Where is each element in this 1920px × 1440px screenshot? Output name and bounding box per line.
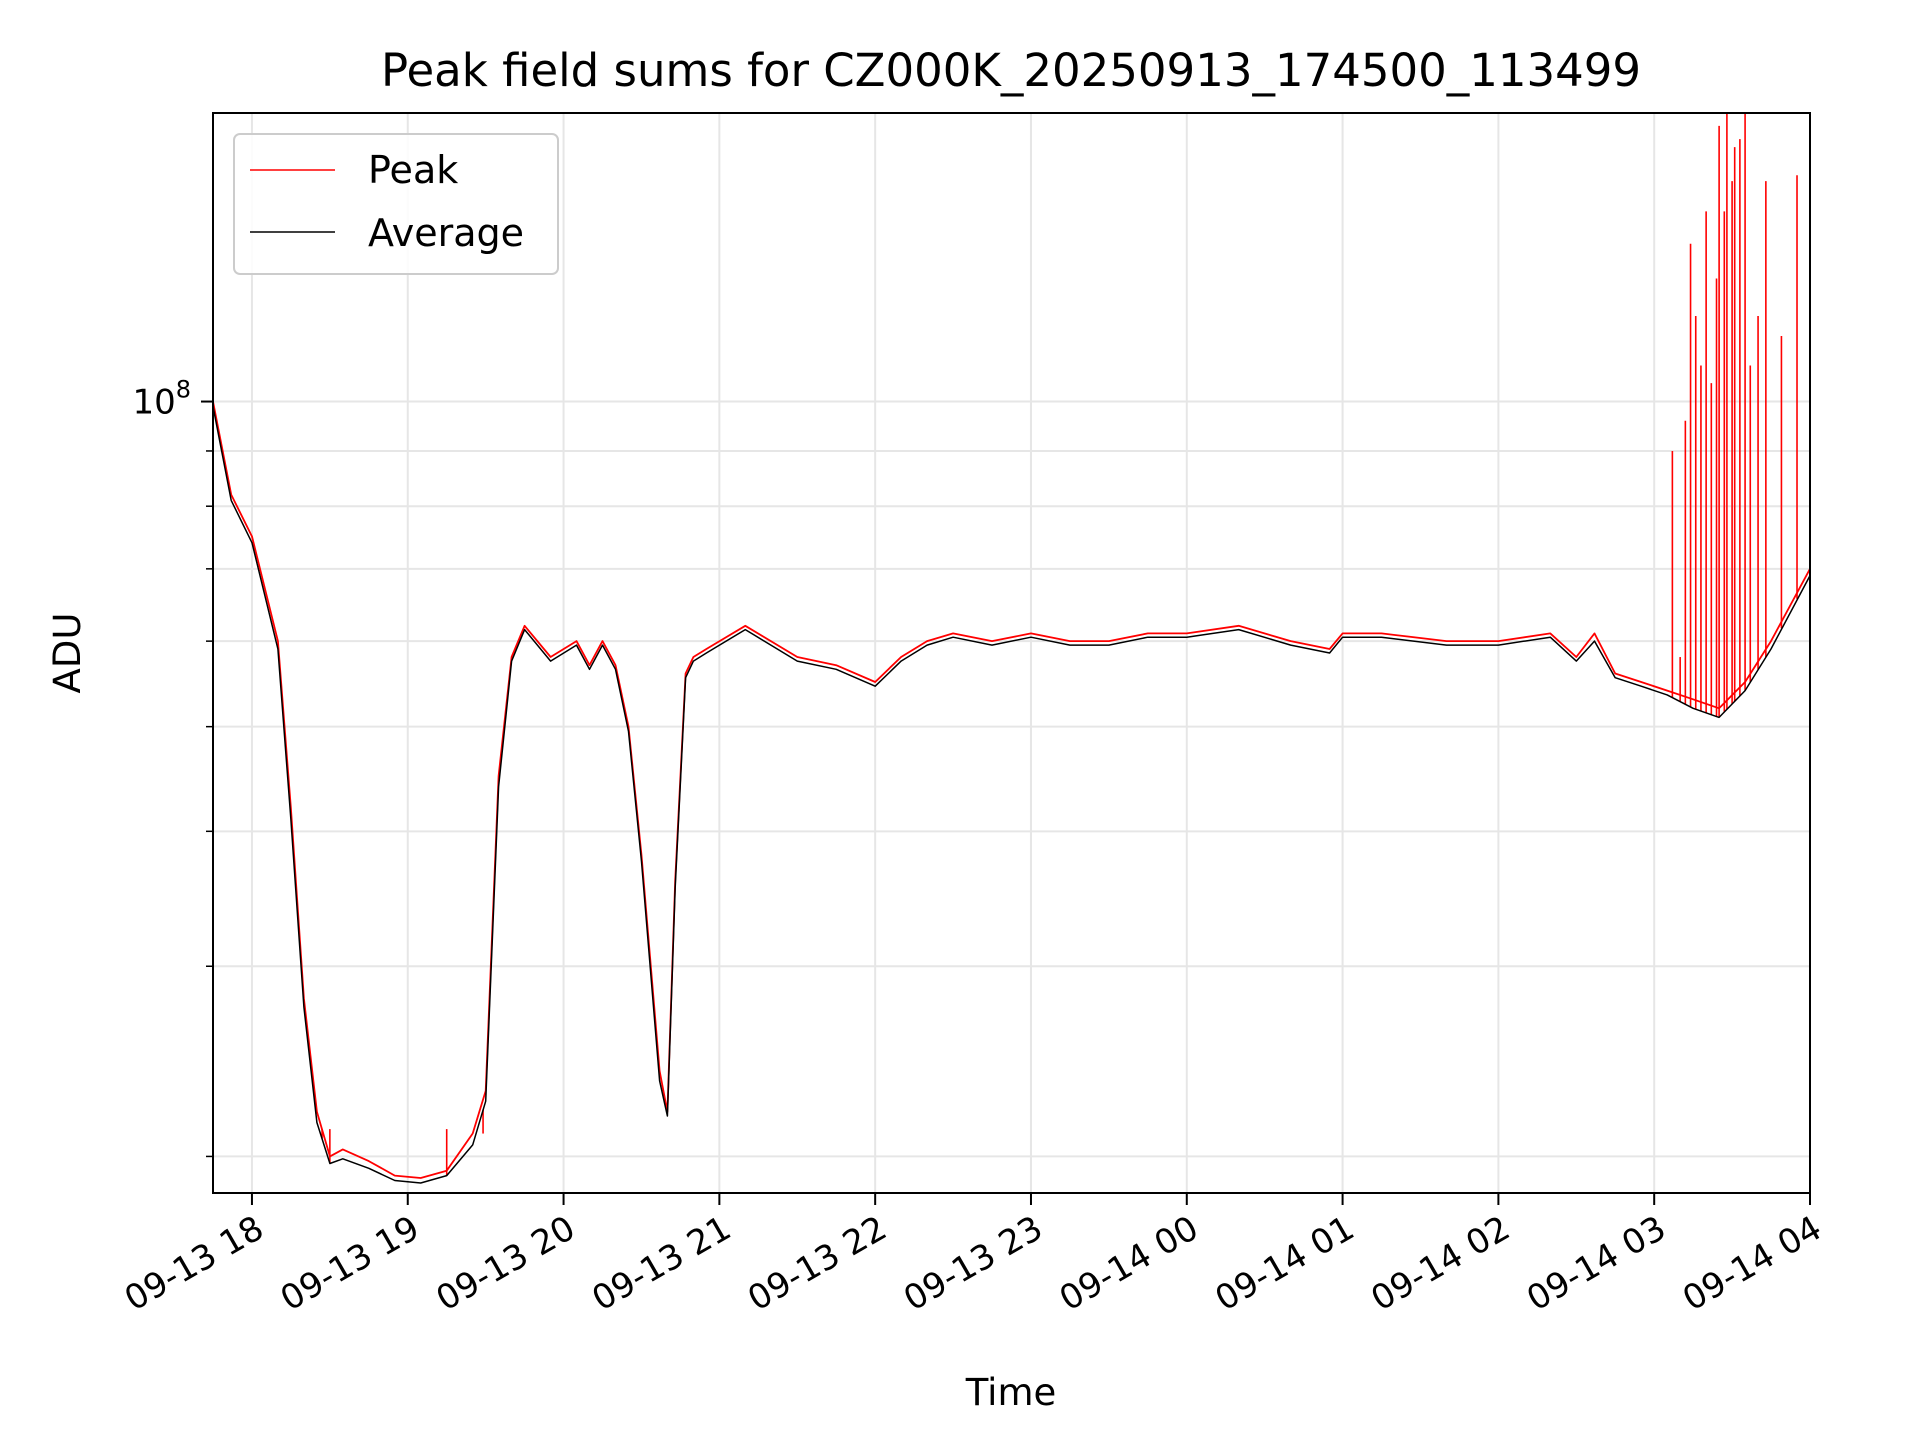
x-tick-label: 09-13 18 — [118, 1208, 270, 1319]
x-tick-label: 09-14 00 — [1053, 1208, 1205, 1319]
x-tick-label: 09-13 20 — [430, 1208, 582, 1319]
series-line-average — [212, 406, 1811, 1184]
x-tick-label: 09-13 21 — [585, 1208, 737, 1319]
plot-frame — [212, 112, 1811, 1194]
x-tick-label: 09-14 04 — [1676, 1208, 1828, 1319]
chart-title: Peak field sums for CZ000K_20250913_1745… — [381, 44, 1641, 97]
x-tick-label: 09-14 02 — [1364, 1208, 1516, 1319]
x-axis-label: Time — [965, 1371, 1057, 1414]
y-tick-label: 108 — [132, 376, 191, 423]
x-tick-label: 09-14 01 — [1209, 1208, 1361, 1319]
x-tick-label: 09-13 23 — [897, 1208, 1049, 1319]
y-axis-label: ADU — [46, 613, 89, 694]
series-line-peak — [212, 401, 1811, 1179]
legend: Peak Average — [233, 133, 559, 275]
x-axis-ticks: 09-13 18 09-13 19 09-13 20 09-13 21 09-13 22… — [118, 1193, 1829, 1319]
x-tick-label: 09-14 03 — [1520, 1208, 1672, 1319]
x-tick-label: 09-13 19 — [274, 1208, 426, 1319]
legend-label-peak: Peak — [368, 148, 458, 192]
y-axis-ticks: 108 — [132, 376, 213, 1158]
legend-label-average: Average — [368, 211, 524, 255]
legend-box — [233, 133, 559, 275]
plot-lines — [212, 113, 1811, 1184]
x-tick-label: 09-13 22 — [741, 1208, 893, 1319]
